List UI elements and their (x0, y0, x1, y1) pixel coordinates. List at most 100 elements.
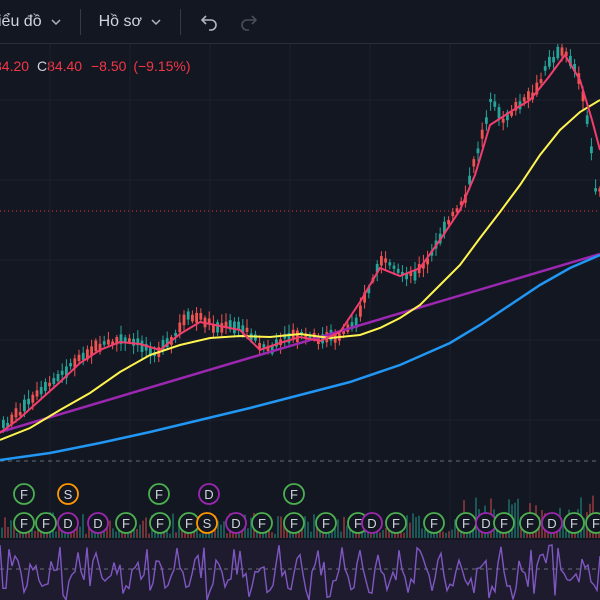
volume-bar (583, 518, 585, 538)
volume-bar (409, 522, 411, 538)
volume-bar (343, 516, 345, 538)
volume-bar (364, 531, 366, 538)
candle-body (560, 47, 564, 56)
undo-button[interactable] (189, 0, 229, 44)
volume-bar (382, 530, 384, 538)
candle-body (527, 91, 530, 100)
volume-bar (85, 533, 87, 538)
volume-bar (514, 502, 516, 538)
event-marker-circle (225, 512, 247, 534)
candle-body (98, 343, 102, 352)
candle-body (543, 66, 547, 71)
candle-body (56, 373, 60, 382)
volume-bar (199, 533, 201, 538)
candle-body (144, 343, 148, 351)
volume-bar (79, 526, 81, 538)
profile-menu-button[interactable]: Hồ sơ (89, 0, 172, 44)
candle-body (350, 322, 354, 330)
volume-bar (346, 525, 348, 538)
candle-body (468, 175, 471, 185)
event-marker-circle (283, 512, 305, 534)
candle-body (136, 338, 140, 346)
candle-body (199, 313, 203, 320)
candle-body (380, 256, 383, 266)
candle-body (2, 419, 5, 428)
volume-bar (88, 522, 90, 538)
redo-button[interactable] (229, 0, 269, 44)
event-marker-label: F (526, 516, 534, 531)
volume-bar (517, 498, 519, 538)
candle-body (375, 263, 379, 273)
candle-body (354, 317, 358, 328)
event-marker-circle (35, 512, 57, 534)
volume-bar (340, 531, 342, 538)
event-marker-label: F (20, 516, 28, 531)
volume-bar (277, 516, 279, 538)
event-marker-label: F (592, 516, 600, 531)
candle-body (552, 57, 555, 63)
redo-icon (241, 14, 258, 31)
candle-body (480, 129, 484, 139)
candle-body (539, 79, 543, 84)
candle-body (174, 332, 177, 337)
candle-body (10, 414, 14, 425)
candle-body (111, 341, 114, 345)
ma-medium-line (0, 99, 600, 441)
oscillator-pane (0, 540, 600, 600)
event-marker-label: D (481, 516, 490, 531)
event-marker-label: D (231, 516, 240, 531)
candle-body (401, 271, 404, 276)
candle-body (548, 56, 551, 67)
event-marker-label: F (354, 516, 362, 531)
candle-body (363, 292, 366, 303)
volume-bar (304, 516, 306, 538)
candle-body (90, 346, 93, 356)
volume-bar (142, 520, 144, 538)
candle-body (514, 101, 518, 111)
volume-bar (367, 528, 369, 538)
event-marker-circle (57, 512, 79, 534)
volume-bar (316, 523, 318, 538)
volume-bar (352, 529, 354, 538)
candle-body (60, 370, 64, 375)
event-marker-label: D (63, 516, 72, 531)
volume-bar (178, 521, 180, 538)
volume-bar (415, 517, 417, 538)
volume-bar (424, 529, 426, 538)
event-marker-circle (361, 512, 383, 534)
event-marker-label: F (185, 516, 193, 531)
candle-body (73, 358, 77, 368)
volume-bar (70, 529, 72, 538)
volume-bar (112, 528, 114, 538)
candle-body (233, 321, 236, 334)
event-marker-label: S (203, 516, 212, 531)
candle-body (44, 381, 47, 391)
candle-body (6, 422, 9, 427)
candle-body (65, 366, 68, 378)
event-marker-circle (148, 483, 170, 505)
candle-body (493, 101, 497, 107)
candle-body (388, 262, 392, 266)
candle-body (14, 408, 18, 418)
event-marker-circle (115, 512, 137, 534)
event-marker-label: F (462, 516, 470, 531)
price-legend: 84.20 C84.40 −8.50 (−9.15%) (0, 58, 191, 74)
ma-slow-line (0, 253, 600, 462)
event-marker-label: F (322, 516, 330, 531)
event-marker-circle (585, 512, 600, 534)
chart-menu-button[interactable]: iểu đồ (0, 0, 72, 44)
candle-body (594, 188, 597, 192)
top-toolbar: iểu đồ Hồ sơ (0, 0, 600, 44)
volume-bar (451, 529, 453, 538)
candle-body (128, 338, 131, 342)
volume-bar (172, 513, 174, 538)
volume-bar (271, 532, 273, 538)
volume-bar (406, 515, 408, 538)
volume-bar (313, 514, 315, 538)
volume-bar (397, 530, 399, 538)
candle-body (237, 321, 240, 330)
volume-bar (550, 532, 552, 538)
candle-body (195, 312, 198, 323)
volume-bar (388, 526, 390, 538)
